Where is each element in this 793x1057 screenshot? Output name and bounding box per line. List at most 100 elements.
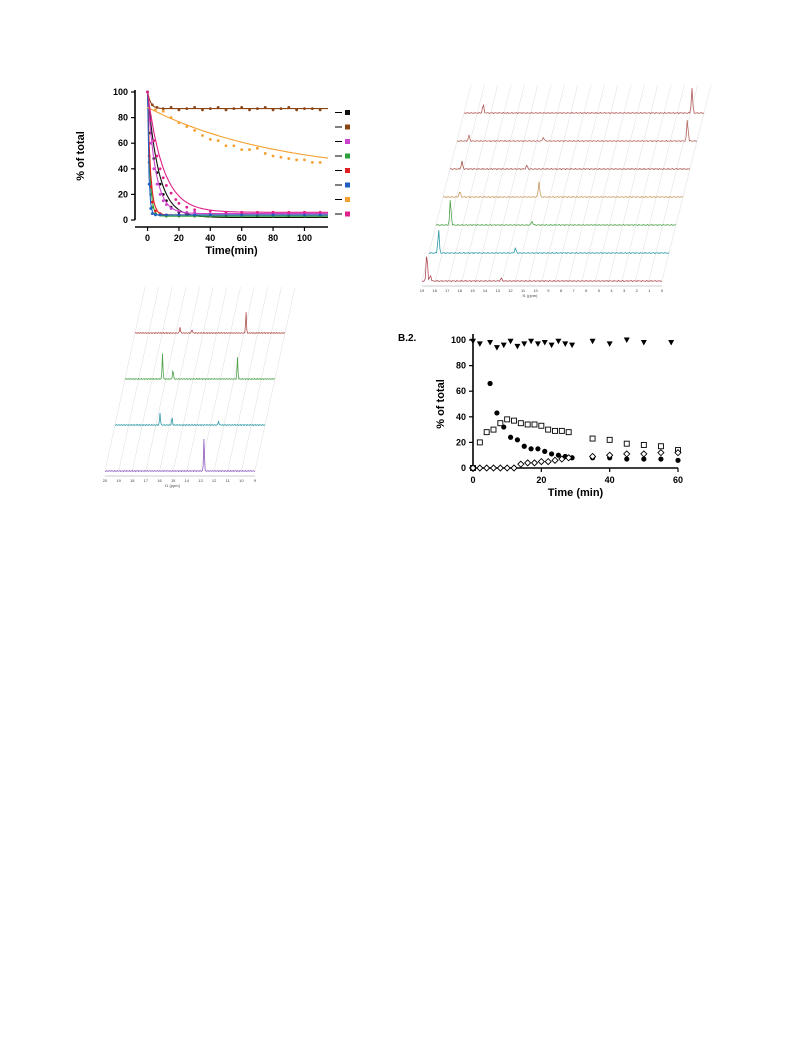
y-axis-label: % of total <box>75 131 87 181</box>
data-point <box>240 210 244 214</box>
data-point <box>224 144 228 148</box>
data-point <box>149 118 153 122</box>
data-point <box>487 340 494 346</box>
ppm-tick-label: 12 <box>508 288 513 293</box>
data-point <box>511 417 517 424</box>
ppm-tick-label: 17 <box>144 478 149 483</box>
x-tick-label: 40 <box>205 233 215 243</box>
grid-line <box>448 84 498 282</box>
y-tick-label: 60 <box>118 138 128 148</box>
data-point <box>555 338 562 345</box>
ppm-tick-label: 12 <box>212 478 217 483</box>
data-point <box>517 460 525 468</box>
kinetics-color-panel: 0 20 40 60 80 100 0 20 40 60 80 100 Time(min) % of to… <box>70 82 365 272</box>
data-point <box>240 213 244 217</box>
data-point <box>147 182 151 186</box>
ppm-tick-label: 1 <box>648 288 651 293</box>
data-point <box>623 440 630 447</box>
data-point <box>146 90 149 94</box>
y-tick-label: 20 <box>456 437 466 447</box>
ppm-tick-label: 16 <box>458 288 463 293</box>
data-point <box>208 137 212 141</box>
data-point <box>255 107 259 111</box>
ppm-tick-label: 15 <box>171 478 176 483</box>
data-point <box>240 105 244 109</box>
y-tick-label: 20 <box>118 189 128 199</box>
ppm-tick-label: 17 <box>445 288 450 293</box>
legend-swatch <box>345 110 350 115</box>
data-point <box>534 341 541 347</box>
data-point <box>287 157 291 160</box>
data-point <box>469 464 477 472</box>
y-tick-label: 100 <box>451 335 466 345</box>
data-point <box>640 442 647 448</box>
data-point <box>528 446 534 452</box>
data-point <box>510 464 518 472</box>
data-point <box>674 449 682 457</box>
data-point <box>589 435 596 442</box>
data-point <box>153 209 157 213</box>
data-point <box>562 341 569 347</box>
y-tick-label: 0 <box>123 215 128 225</box>
grid-line <box>635 84 685 282</box>
ppm-tick-label: 14 <box>185 478 190 483</box>
spectrum-trace <box>449 160 691 171</box>
nmr-stack-large-panel: 19 18 17 16 15 14 13 12 11 10 9 8 7 6 5 4 3 2 1 0 f1 (ppm) <box>410 75 715 315</box>
data-point <box>640 450 648 458</box>
data-point <box>164 213 168 217</box>
x-tick-label: 40 <box>605 475 615 485</box>
data-point <box>271 154 275 158</box>
x-axis-label: Time (min) <box>548 487 604 499</box>
data-point <box>507 434 514 440</box>
legend-swatch <box>345 153 350 159</box>
data-point <box>569 342 576 349</box>
ppm-tick-label: 9 <box>254 478 257 483</box>
data-point <box>185 205 189 209</box>
ppm-tick-label: 6 <box>585 288 588 293</box>
data-point <box>279 107 283 111</box>
data-point <box>470 338 476 345</box>
data-point <box>224 108 228 112</box>
data-point <box>169 207 173 210</box>
data-point <box>668 340 675 346</box>
data-point <box>552 427 558 434</box>
data-point <box>542 448 548 454</box>
data-point <box>544 457 552 466</box>
data-point <box>232 144 236 148</box>
data-point <box>476 341 483 347</box>
data-point <box>517 420 524 427</box>
data-point <box>193 213 197 217</box>
data-point <box>483 464 491 472</box>
ppm-tick-label: 15 <box>470 288 475 293</box>
x-tick-label: 20 <box>536 475 546 485</box>
y-tick-label: 0 <box>461 463 466 473</box>
legend-swatch <box>345 124 350 130</box>
data-point <box>161 176 165 180</box>
data-point <box>493 345 500 351</box>
data-point <box>150 212 154 216</box>
data-point <box>318 213 322 217</box>
data-point <box>164 184 168 187</box>
data-point <box>295 108 299 112</box>
data-point <box>271 210 275 214</box>
data-point <box>161 109 165 113</box>
data-point <box>149 207 153 210</box>
data-point <box>193 129 197 132</box>
ppm-tick-label: 2 <box>636 288 639 293</box>
data-point <box>248 108 251 112</box>
x-tick-label: 0 <box>470 475 475 485</box>
data-point <box>158 167 162 171</box>
data-point <box>152 167 156 171</box>
data-point <box>177 108 181 112</box>
legend-swatch <box>345 211 350 217</box>
data-point <box>514 343 521 350</box>
data-point <box>521 341 528 347</box>
ppm-tick-label: 13 <box>496 288 501 293</box>
data-point <box>531 421 538 428</box>
ppm-axis-label: f1 (ppm) <box>523 293 539 298</box>
data-point <box>514 437 521 443</box>
data-point <box>537 457 545 466</box>
data-point <box>303 158 306 162</box>
data-point <box>548 451 555 457</box>
fit-curve <box>147 91 328 216</box>
